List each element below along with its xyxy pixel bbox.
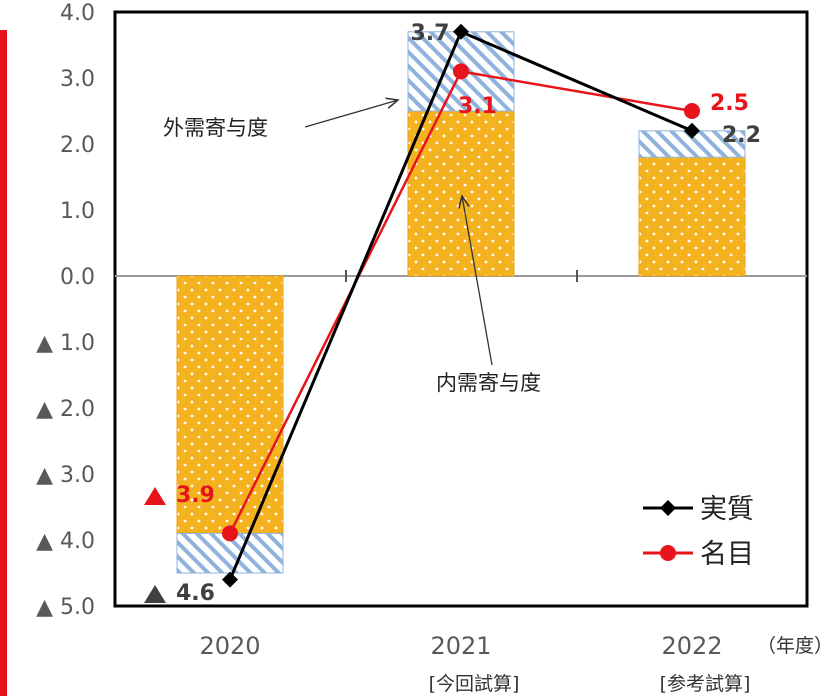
annotation-external-demand: 外需寄与度 — [163, 116, 268, 140]
lines — [222, 23, 700, 588]
annotation-internal-demand: 内需寄与度 — [436, 371, 541, 395]
y-tick-label: 1.0 — [60, 199, 95, 224]
y-tick-label: ▲ 3.0 — [36, 463, 95, 488]
legend-marker-real — [660, 500, 676, 516]
annotation-arrow — [304, 100, 398, 128]
x-tick-label: 2020 — [199, 632, 260, 660]
left-red-rule — [0, 30, 7, 696]
negative-marker-icon — [144, 585, 166, 603]
y-tick-label: 4.0 — [60, 1, 95, 26]
data-labels: 4.6 3.7 2.2 3.9 3.1 2.5 — [144, 21, 761, 606]
y-tick-label: 3.0 — [60, 67, 95, 92]
point-nominal — [684, 103, 700, 119]
data-label: 2.5 — [710, 91, 749, 116]
negative-marker-icon — [144, 487, 166, 505]
data-label: 3.9 — [176, 483, 215, 508]
x-tick-sublabel: [参考試算] — [660, 673, 751, 695]
point-real — [453, 23, 469, 40]
legend-label-nominal: 名目 — [700, 539, 754, 570]
y-tick-label: 2.0 — [60, 133, 95, 158]
bars — [176, 31, 746, 574]
annotation-arrow — [462, 196, 493, 366]
y-tick-label: ▲ 2.0 — [36, 397, 95, 422]
data-label: 3.1 — [458, 94, 497, 119]
x-unit-label: （年度） — [757, 635, 833, 657]
y-tick-label: ▲ 4.0 — [36, 529, 95, 554]
point-real — [684, 122, 700, 139]
y-tick-label: ▲ 5.0 — [36, 595, 95, 620]
legend: 実質 名目 — [643, 494, 754, 570]
bar-internal-demand — [407, 110, 515, 277]
x-tick-sublabel: [今回試算] — [429, 673, 520, 695]
bar-internal-demand — [638, 156, 746, 277]
legend-marker-nominal — [660, 545, 676, 561]
data-label: 3.7 — [411, 21, 450, 46]
y-tick-label: 0.0 — [60, 265, 95, 290]
x-tick-label: 2021 — [430, 632, 491, 660]
point-real — [222, 571, 238, 588]
y-axis-ticks: ▲ 5.0 ▲ 4.0 ▲ 3.0 ▲ 2.0 ▲ 1.0 0.0 1.0 2.0 3.0 4.0 — [36, 1, 95, 620]
legend-label-real: 実質 — [700, 494, 754, 525]
data-label: 2.2 — [722, 123, 761, 148]
y-tick-label: ▲ 1.0 — [36, 331, 95, 356]
data-label: 4.6 — [176, 581, 215, 606]
x-tick-label: 2022 — [661, 632, 722, 660]
bar-internal-demand — [176, 275, 284, 534]
point-nominal — [222, 525, 238, 542]
plot-area — [113, 10, 809, 608]
point-nominal — [453, 63, 469, 80]
